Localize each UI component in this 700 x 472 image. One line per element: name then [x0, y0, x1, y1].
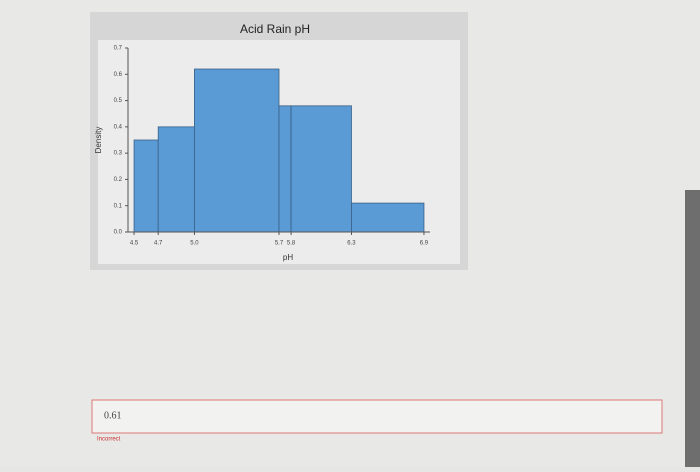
y-tick-label: 0.3: [114, 151, 123, 157]
answer-input[interactable]: [91, 399, 663, 434]
x-tick-label: 4.7: [154, 241, 163, 247]
y-tick-label: 0.2: [114, 177, 123, 183]
y-tick-label: 0.7: [114, 46, 123, 52]
y-tick-label: 0.0: [114, 230, 123, 236]
bar: [351, 202, 425, 233]
y-tick-label: 0.5: [114, 98, 123, 104]
scrollbar[interactable]: [685, 190, 700, 467]
x-axis-label: pH: [283, 253, 293, 262]
x-tick-label: 6.3: [347, 241, 356, 247]
bar: [157, 126, 195, 233]
plot: 0.0 0.1 0.2 0.3 0.4 0.5 0.6 0.7 4.5 4.7 5.0 5.7 5.8 6…: [114, 46, 430, 247]
bar: [133, 139, 159, 233]
bar: [194, 68, 280, 233]
answer-value: 0.61: [104, 410, 122, 421]
bar: [290, 105, 352, 233]
feedback: Incorrect: [97, 437, 121, 443]
x-tick-label: 4.5: [130, 241, 139, 247]
y-tick-label: 0.6: [114, 72, 123, 78]
bar: [278, 105, 292, 233]
x-tick-label: 6.9: [420, 241, 429, 247]
x-tick-label: 5.7: [275, 241, 284, 247]
chart-title: Acid Rain pH: [240, 22, 310, 36]
x-tick-label: 5.8: [287, 241, 296, 247]
y-axis-label: Density: [94, 127, 103, 154]
x-tick-label: 5.0: [190, 241, 199, 247]
y-tick-label: 0.4: [114, 124, 123, 130]
y-tick-label: 0.1: [114, 203, 123, 209]
